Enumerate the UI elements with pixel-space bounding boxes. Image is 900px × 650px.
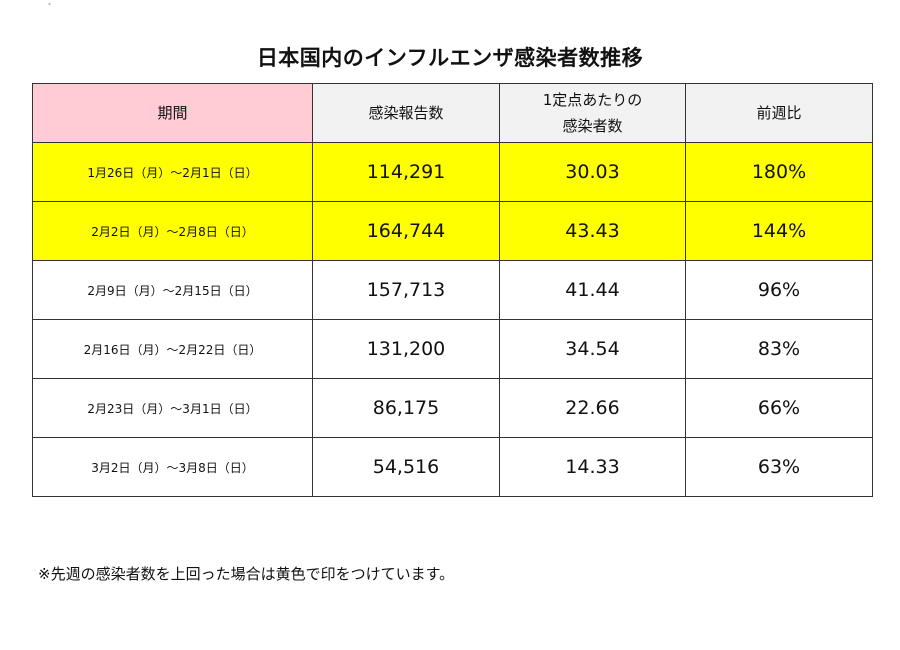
influenza-table: 期間 感染報告数 1定点あたりの 感染者数 前週比 1月26日（月）～2月1日（…: [32, 83, 873, 497]
cell-period: 2月9日（月）～2月15日（日）: [32, 260, 313, 320]
cell-per-site: 41.44: [499, 260, 686, 320]
cell-ratio: 144%: [685, 201, 873, 261]
cell-reports: 114,291: [312, 142, 500, 202]
header-period: 期間: [32, 83, 313, 143]
cell-ratio: 83%: [685, 319, 873, 379]
cell-period: 2月23日（月）～3月1日（日）: [32, 378, 313, 438]
cell-per-site: 34.54: [499, 319, 686, 379]
header-per-site-line1: 1定点あたりの: [542, 91, 643, 109]
cell-ratio: 63%: [685, 437, 873, 497]
cell-ratio: 66%: [685, 378, 873, 438]
cell-reports: 86,175: [312, 378, 500, 438]
cell-period: 1月26日（月）～2月1日（日）: [32, 142, 313, 202]
cell-ratio: 180%: [685, 142, 873, 202]
table-header-row: 期間 感染報告数 1定点あたりの 感染者数 前週比: [32, 83, 873, 143]
footnote: ※先週の感染者数を上回った場合は黄色で印をつけています。: [38, 565, 455, 583]
table-row: 2月23日（月）～3月1日（日） 86,175 22.66 66%: [32, 378, 873, 438]
header-week-ratio: 前週比: [685, 83, 873, 143]
header-per-site-line2: 感染者数: [562, 117, 623, 135]
cell-per-site: 14.33: [499, 437, 686, 497]
cell-period: 2月2日（月）～2月8日（日）: [32, 201, 313, 261]
cell-ratio: 96%: [685, 260, 873, 320]
cell-reports: 164,744: [312, 201, 500, 261]
cell-per-site: 22.66: [499, 378, 686, 438]
page-title: 日本国内のインフルエンザ感染者数推移: [256, 46, 644, 71]
header-reports: 感染報告数: [312, 83, 500, 143]
table-row: 2月16日（月）～2月22日（日） 131,200 34.54 83%: [32, 319, 873, 379]
table-row: 3月2日（月）～3月8日（日） 54,516 14.33 63%: [32, 437, 873, 497]
cell-per-site: 30.03: [499, 142, 686, 202]
cell-period: 2月16日（月）～2月22日（日）: [32, 319, 313, 379]
table-row: 1月26日（月）～2月1日（日） 114,291 30.03 180%: [32, 142, 873, 202]
cell-per-site: 43.43: [499, 201, 686, 261]
header-per-site: 1定点あたりの 感染者数: [499, 83, 686, 143]
cell-reports: 54,516: [312, 437, 500, 497]
corner-mark: *: [48, 2, 51, 9]
cell-reports: 131,200: [312, 319, 500, 379]
table-row: 2月9日（月）～2月15日（日） 157,713 41.44 96%: [32, 260, 873, 320]
cell-reports: 157,713: [312, 260, 500, 320]
cell-period: 3月2日（月）～3月8日（日）: [32, 437, 313, 497]
table-row: 2月2日（月）～2月8日（日） 164,744 43.43 144%: [32, 201, 873, 261]
